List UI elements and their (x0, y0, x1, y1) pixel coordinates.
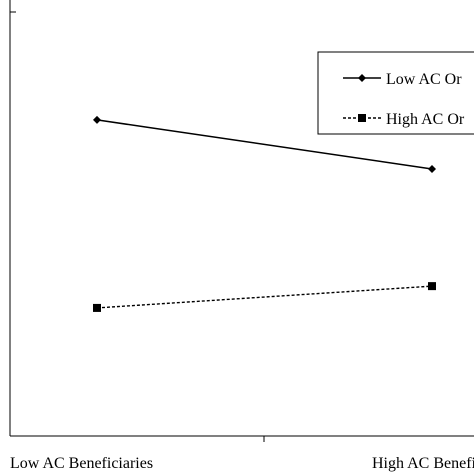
series-2-point-2 (428, 282, 436, 291)
x-tick-label: Low AC Beneficiaries (10, 455, 153, 472)
legend: Low AC Or High AC Or (317, 51, 474, 135)
legend-marker-1 (358, 74, 366, 82)
x-tick-label: High AC Beneficiaries (372, 455, 474, 472)
series-1-point-2 (428, 164, 436, 173)
series-1-point-1 (93, 115, 101, 124)
legend-label-1: Low AC Or (386, 71, 462, 88)
legend-box (317, 51, 474, 135)
series-2-point-1 (93, 303, 101, 312)
series-line-2 (96, 285, 433, 309)
legend-label-2: High AC Or (386, 111, 465, 128)
series-layer (93, 115, 436, 312)
legend-marker-2 (358, 114, 366, 122)
series-line-1 (96, 119, 433, 170)
x-tick-labels: Low AC Beneficiaries High AC Beneficiarie… (10, 455, 474, 472)
